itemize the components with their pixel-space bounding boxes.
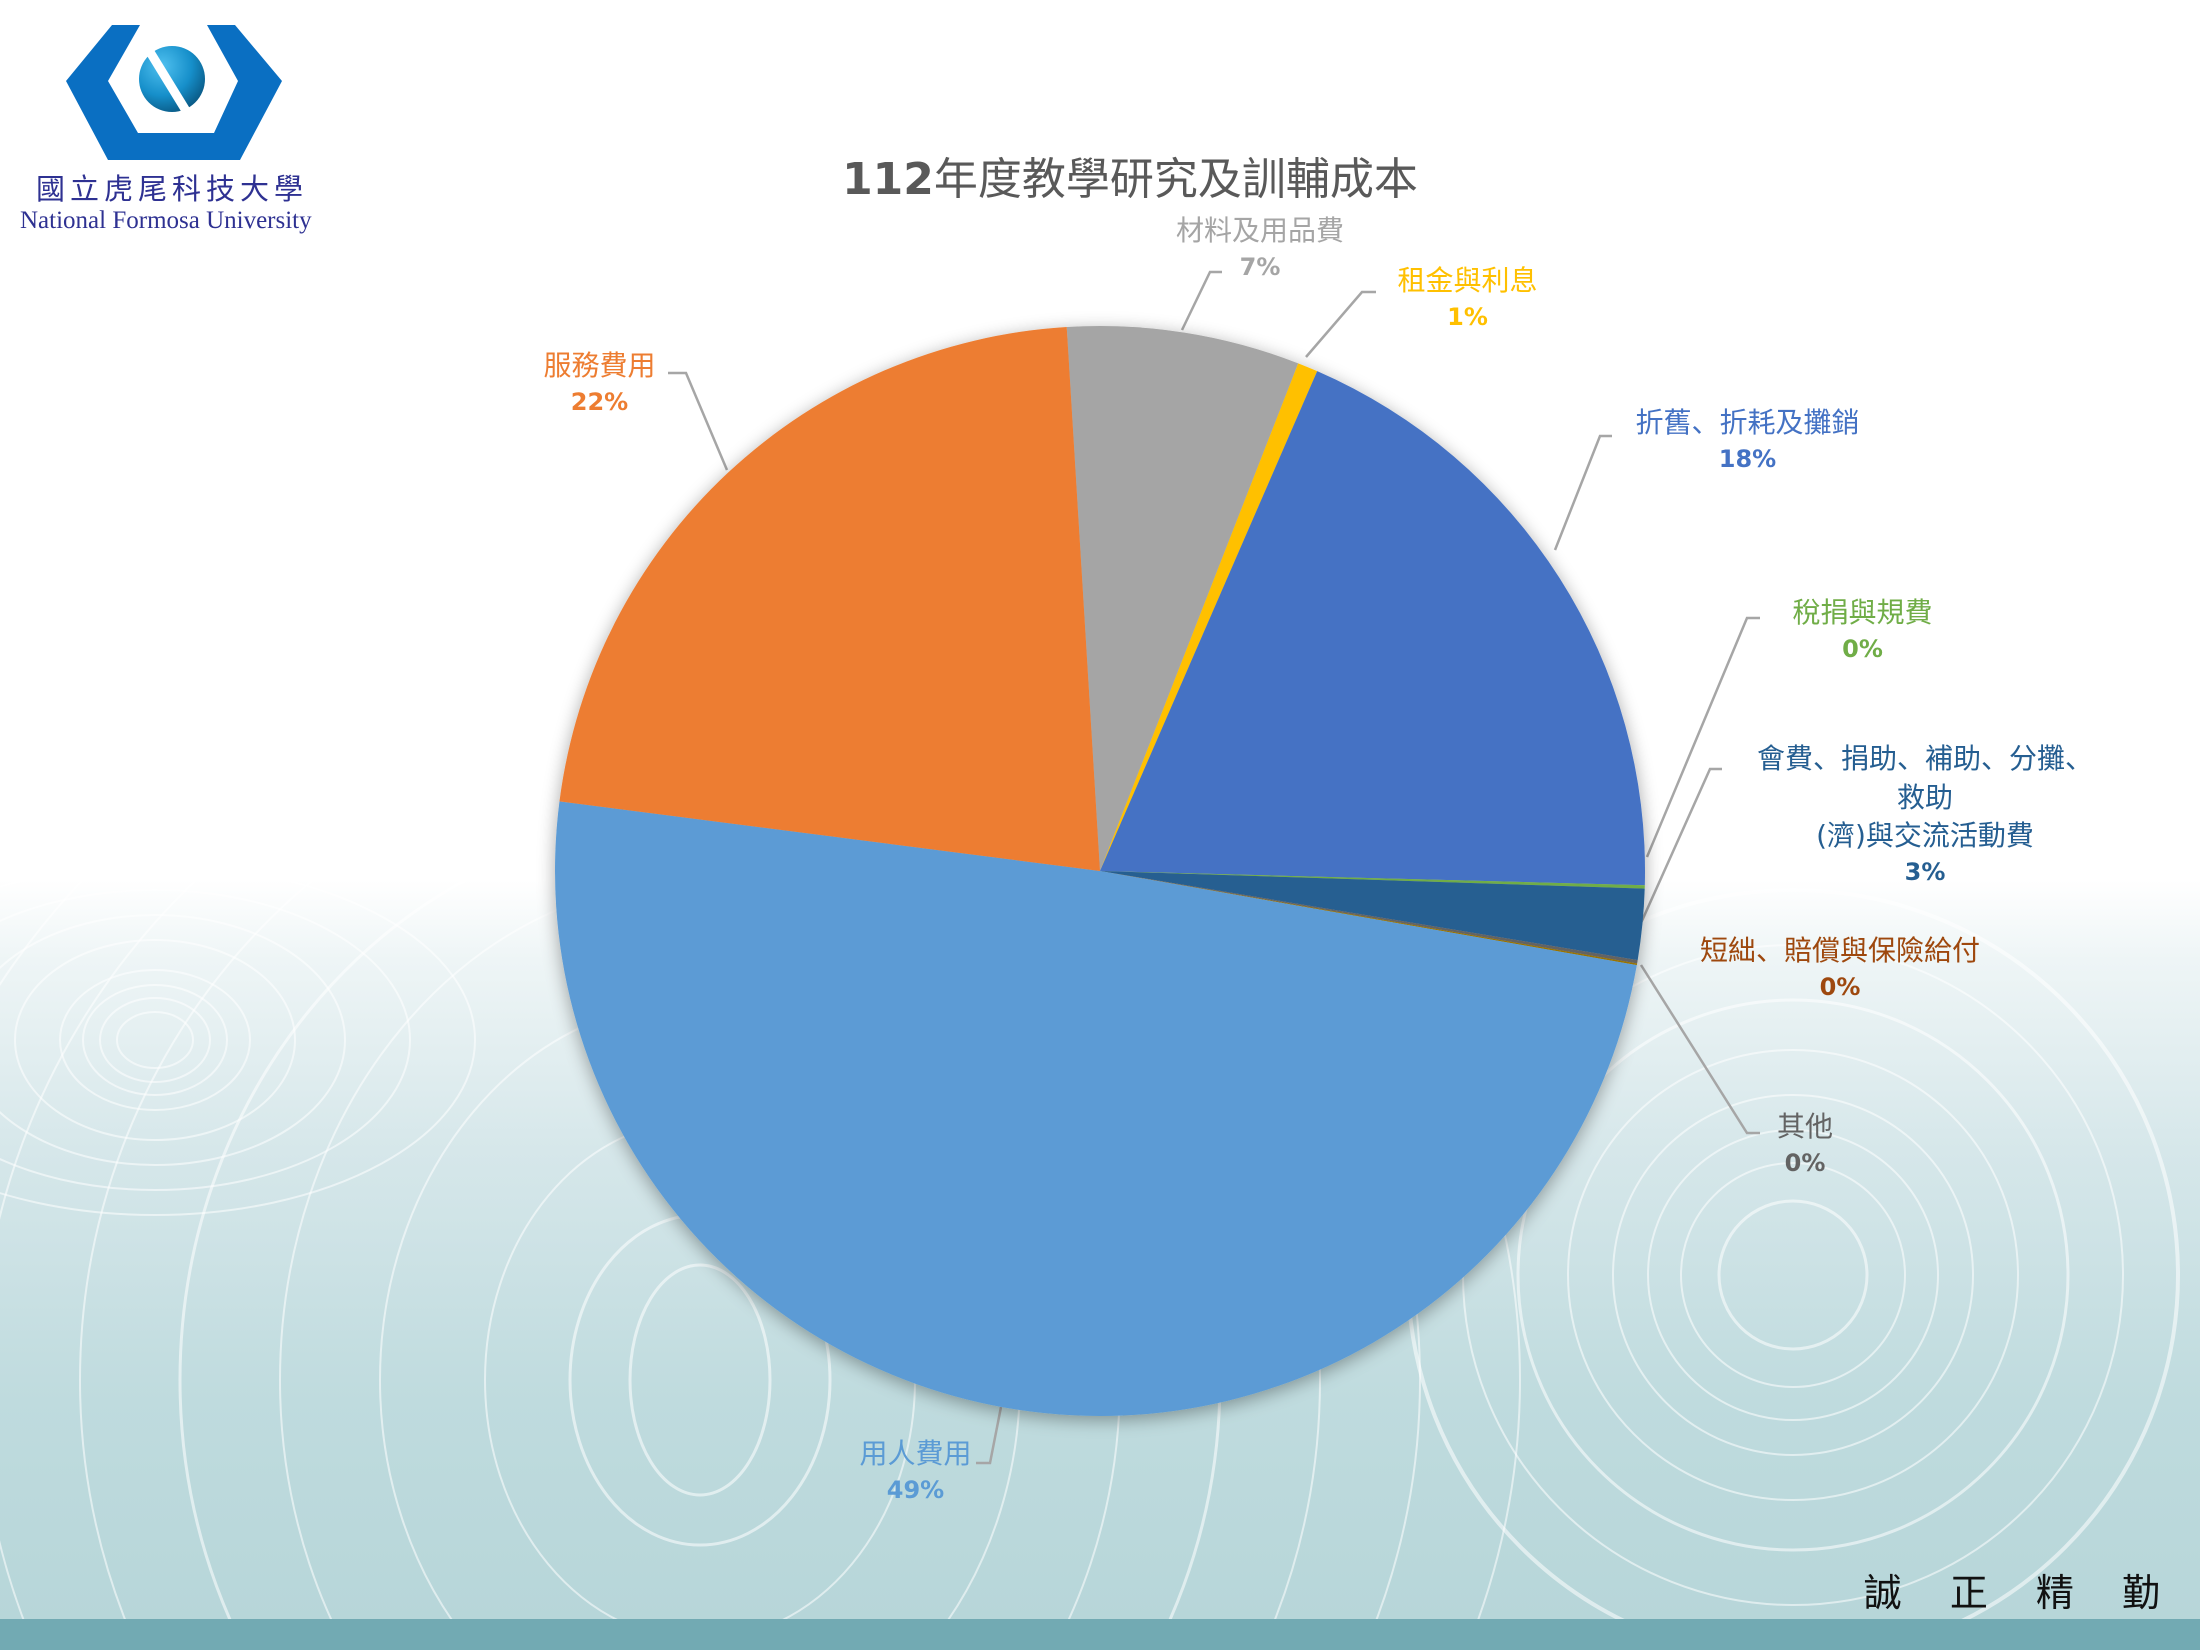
logo-english-name: National Formosa University xyxy=(20,207,312,234)
leader-line-taxes xyxy=(1645,616,1760,858)
motto-text: 誠 正 精 勤 xyxy=(1863,1571,2178,1615)
leader-line-other xyxy=(1639,964,1760,1135)
label-other: 其他 0% xyxy=(1776,1110,1833,1177)
chart-title: 112年度教學研究及訓輔成本 xyxy=(0,143,2200,207)
chart-title-text: 年度教學研究及訓輔成本 xyxy=(933,154,1418,205)
leader-line-materials xyxy=(1180,270,1222,331)
label-personnel: 用人費用 49% xyxy=(859,1437,972,1504)
label-shortfall: 短絀、賠償與保險給付 0% xyxy=(1699,934,1980,1001)
pie-slice-shortfall xyxy=(1100,871,1638,964)
leader-line-rent xyxy=(1305,290,1376,358)
pie-slice-other xyxy=(1100,871,1638,966)
university-logo: 國立虎尾科技大學 National Formosa University xyxy=(0,0,360,250)
pie-slice-services xyxy=(559,327,1100,871)
leader-line-depreciation xyxy=(1553,434,1612,551)
footer-bar xyxy=(0,1619,2200,1650)
label-taxes: 稅捐與規費 0% xyxy=(1792,596,1933,663)
label-materials: 材料及用品費 7% xyxy=(1175,214,1344,281)
pie-slice-taxes xyxy=(1100,871,1645,889)
leader-line-membership xyxy=(1639,767,1722,924)
leader-line-services xyxy=(668,371,729,471)
leader-line-personnel xyxy=(976,1406,1003,1465)
pie-slice-membership xyxy=(1100,871,1645,961)
pie-slice-rent xyxy=(1100,363,1318,871)
hexagon-logo-icon xyxy=(66,25,282,160)
label-membership: 會費、捐助、補助、分攤、 救助 (濟)與交流活動費 3% xyxy=(1756,742,2093,886)
pie-slices xyxy=(555,326,1646,1416)
label-services: 服務費用 22% xyxy=(543,349,656,416)
label-depreciation: 折舊、折耗及攤銷 18% xyxy=(1635,406,1860,473)
chart-title-year: 112 xyxy=(842,154,934,205)
pie-slice-materials xyxy=(1066,326,1299,871)
pie-slice-depreciation xyxy=(1100,371,1646,886)
leader-lines xyxy=(668,270,1760,1465)
label-rent: 租金與利息 1% xyxy=(1397,264,1538,331)
logo-chinese-name: 國立虎尾科技大學 xyxy=(36,172,309,206)
pie-slice-personnel xyxy=(555,801,1637,1416)
